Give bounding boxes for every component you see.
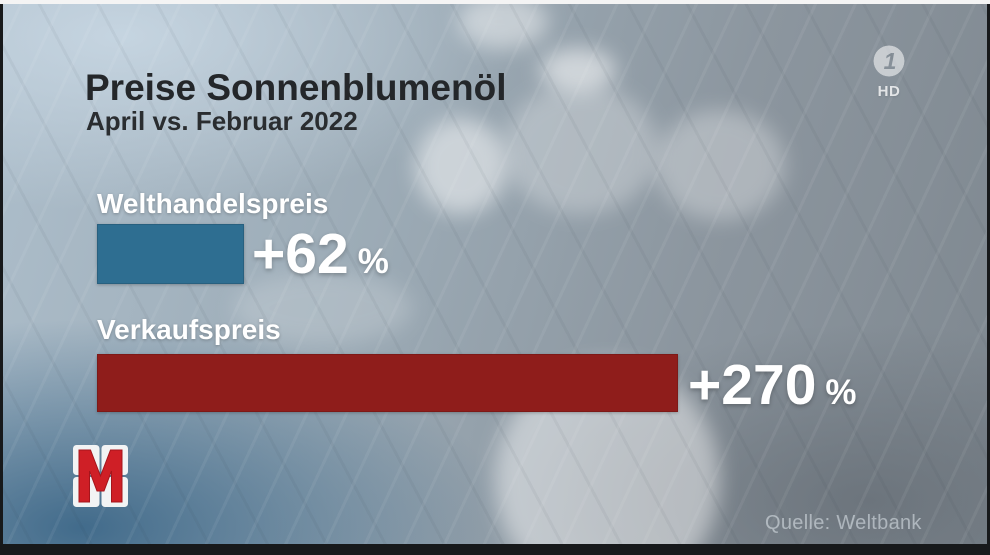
bottle-cap-shape	[415, 118, 507, 214]
bar-value-welthandelspreis: +62%	[252, 226, 389, 283]
percent-sign: %	[357, 242, 389, 281]
hd-badge: HD	[877, 83, 901, 100]
window-top-edge	[0, 0, 990, 4]
bottle-highlight-shape	[233, 272, 413, 344]
bottle-body-shape	[503, 84, 658, 214]
value-number: +270	[688, 353, 817, 417]
bottle-cap-shape	[540, 48, 616, 92]
value-number: +62	[252, 222, 349, 286]
das-erste-1-icon: 1	[873, 45, 905, 77]
bar-value-verkaufspreis: +270%	[688, 357, 857, 414]
bar-label-verkaufspreis: Verkaufspreis	[97, 314, 281, 345]
bar-label-welthandelspreis: Welthandelspreis	[97, 188, 329, 219]
monitor-m-icon	[73, 445, 128, 507]
page-subtitle: April vs. Februar 2022	[86, 105, 358, 136]
channel-bug: 1 HD	[870, 42, 908, 100]
bottle-highlight-shape	[458, 4, 548, 49]
bar-welthandelspreis	[97, 224, 244, 284]
bottle-body-shape	[655, 110, 785, 220]
source-credit: Quelle: Weltbank	[765, 512, 922, 534]
page-title: Preise Sonnenblumenöl	[85, 66, 507, 108]
percent-sign: %	[825, 373, 857, 412]
bar-verkaufspreis	[97, 354, 678, 412]
broadcast-graphic: Preise Sonnenblumenöl April vs. Februar …	[3, 4, 987, 544]
